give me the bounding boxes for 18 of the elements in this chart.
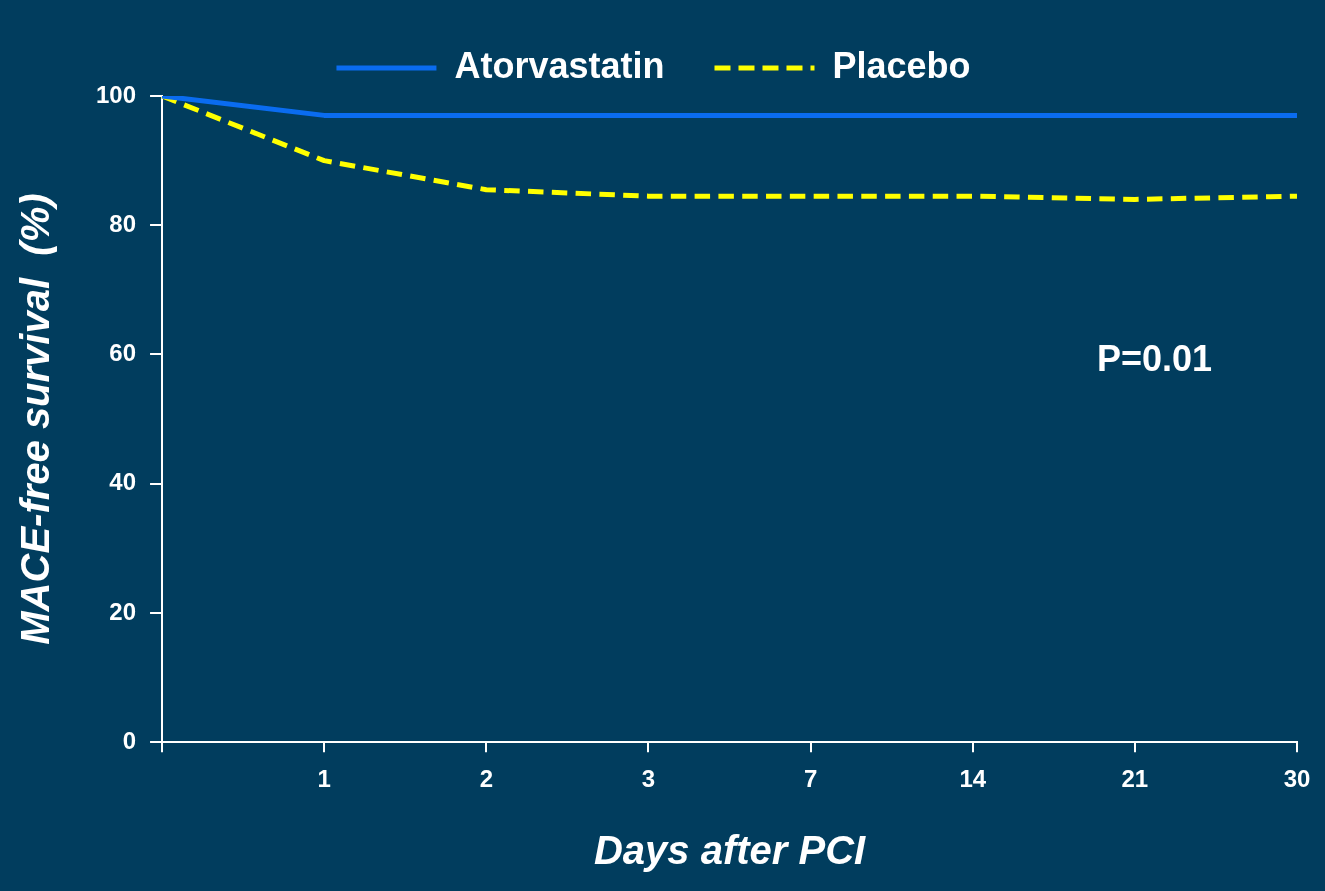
annotation: P=0.01	[1096, 337, 1212, 379]
y-tick-label: 80	[109, 209, 137, 237]
y-tick-label: 0	[122, 726, 137, 754]
x-tick-label: 7	[803, 765, 818, 793]
y-tick-label: 20	[109, 597, 137, 625]
y-axis-title: MACE-free survival (%)	[13, 193, 58, 645]
x-tick-label: 21	[1121, 765, 1149, 793]
legend-label: Atorvastatin	[454, 44, 665, 86]
legend-label: Placebo	[832, 44, 971, 86]
x-tick-label: 3	[641, 765, 656, 793]
y-tick-label: 100	[96, 80, 137, 108]
x-tick-label: 30	[1283, 765, 1311, 793]
y-tick-label: 40	[109, 468, 137, 496]
x-tick-label: 14	[959, 765, 987, 793]
x-tick-label: 1	[317, 765, 331, 793]
x-axis-title: Days after PCI	[593, 828, 867, 873]
y-tick-label: 60	[109, 339, 137, 367]
x-tick-label: 2	[479, 765, 493, 793]
